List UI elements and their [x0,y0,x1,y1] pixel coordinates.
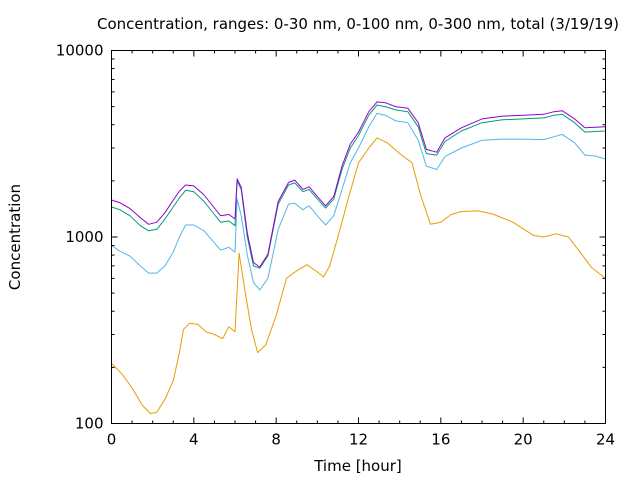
x-tick-label: 12 [349,431,368,449]
series-line-1 [111,137,606,415]
x-axis-label: Time [hour] [313,457,402,475]
plot-frame [111,50,606,424]
x-tick-label: 20 [514,431,533,449]
x-tick-label: 16 [431,431,450,449]
y-axis: 100 1000 10000 [56,42,606,433]
plot-area [111,50,606,424]
y-axis-label: Concentration [6,184,24,290]
series-line-2 [111,112,606,291]
series-line-3 [111,104,606,269]
y-tick-label: 10000 [56,42,104,60]
x-axis: 0 4 8 12 16 20 24 [107,50,615,449]
series-layer [111,101,606,415]
x-tick-label: 4 [189,431,199,449]
series-line-4 [111,101,606,268]
chart-title: Concentration, ranges: 0-30 nm, 0-100 nm… [97,15,619,33]
x-tick-label: 24 [596,431,615,449]
y-tick-label: 100 [75,415,104,433]
y-tick-label: 1000 [65,228,103,246]
x-tick-label: 0 [107,431,117,449]
x-tick-label: 8 [271,431,281,449]
